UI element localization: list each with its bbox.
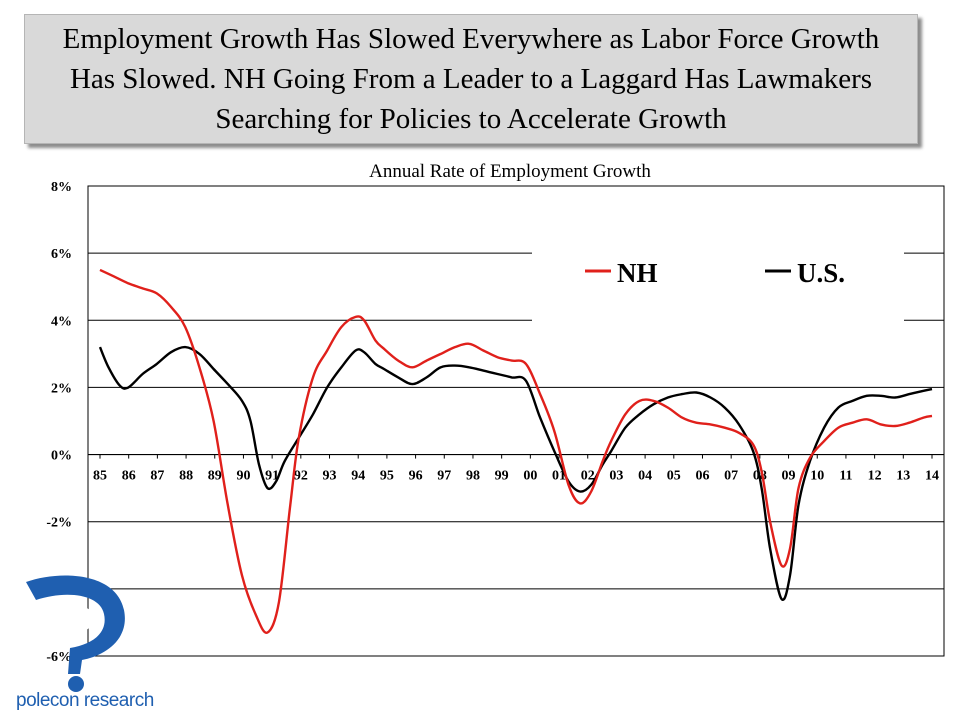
x-tick-label: 14 [925,469,939,484]
x-tick-label: 03 [609,469,623,484]
polecon-logo-text: polecon research [16,690,154,711]
x-tick-label: 86 [122,469,136,484]
x-tick-label: 87 [150,469,164,484]
x-tick-label: 96 [409,469,423,484]
y-tick-label: -6% [46,650,72,665]
polecon-logo-icon [26,575,125,692]
y-tick-label: 0% [51,449,72,464]
x-tick-label: 95 [380,469,394,484]
x-tick-label: 07 [724,469,738,484]
x-tick-label: 94 [351,469,365,484]
polecon-logo [12,566,152,716]
chart-title: Annual Rate of Employment Growth [369,161,651,182]
x-tick-label: 12 [868,469,882,484]
x-tick-label: 93 [323,469,337,484]
nh-series-line [99,268,933,634]
slide-title: Employment Growth Has Slowed Everywhere … [62,23,880,135]
x-tick-label: 09 [782,469,796,484]
x-tick-label: 99 [495,469,509,484]
x-tick-label: 10 [810,469,824,484]
x-tick-label: 89 [208,469,222,484]
legend-box [532,238,904,322]
x-tick-label: 98 [466,469,480,484]
x-tick-label: 11 [839,469,852,484]
slide-title-box: Employment Growth Has Slowed Everywhere … [24,14,918,144]
x-tick-label: 05 [667,469,681,484]
legend-label: U.S. [797,258,845,288]
legend-label: NH [617,258,658,288]
y-tick-label: 8% [51,180,72,195]
x-tick-label: 04 [638,469,652,484]
x-tick-label: 88 [179,469,193,484]
x-tick-label: 00 [523,469,537,484]
x-tick-label: 13 [896,469,910,484]
x-tick-label: 02 [581,469,595,484]
x-tick-label: 92 [294,469,308,484]
y-tick-label: 6% [51,247,72,262]
x-tick-label: 85 [93,469,107,484]
y-tick-label: 4% [51,314,72,329]
x-tick-label: 97 [437,469,451,484]
y-tick-label: -2% [46,516,72,531]
x-tick-label: 90 [236,469,250,484]
x-tick-label: 06 [695,469,709,484]
us-series-line [98,345,933,602]
y-tick-label: 2% [51,381,72,396]
